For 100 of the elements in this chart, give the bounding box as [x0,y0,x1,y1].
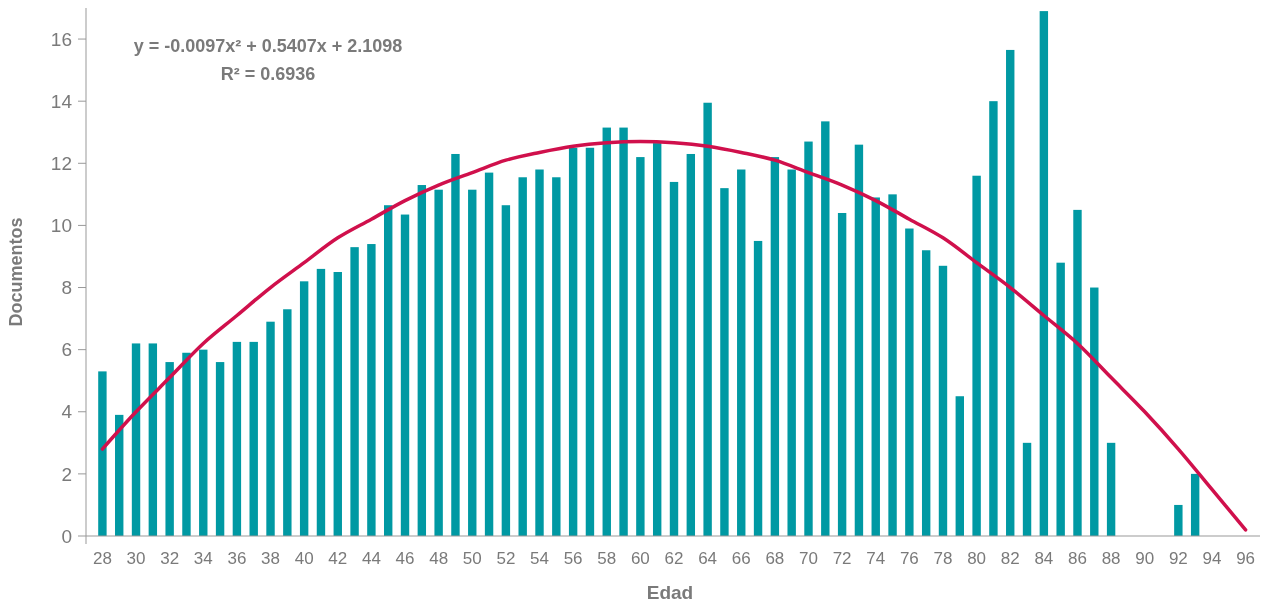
x-tick-label: 34 [193,549,213,568]
bar [989,101,998,536]
bar [518,177,527,536]
x-tick-label: 62 [664,549,684,568]
bar [451,153,460,536]
bar [316,268,326,536]
x-tick-label: 90 [1135,549,1155,568]
bar [131,343,141,536]
x-tick-label: 80 [967,549,987,568]
x-axis-title: Edad [646,582,694,603]
x-tick-label: 72 [832,549,852,568]
bar [299,281,309,536]
annotation: R² = 0.6936 [220,64,316,84]
bar [652,143,662,536]
bar [350,247,359,536]
x-tick-label: 70 [799,549,818,568]
bar [215,362,225,536]
x-tick-label: 58 [597,549,617,568]
y-tick-label: 4 [61,401,73,423]
bar [585,147,595,536]
bar [737,169,746,536]
bar [753,240,763,536]
bar [720,188,729,536]
bar [905,228,914,536]
line-series [100,139,1248,532]
bar [1090,287,1099,536]
bar [619,127,628,536]
x-tick-label: 46 [395,549,415,568]
bar [636,157,645,536]
bar [434,189,443,536]
x-tick-label: 86 [1068,549,1087,568]
bar [1039,11,1049,536]
bar [821,121,830,536]
bar [182,352,191,536]
bar [568,147,578,536]
y-tick-label: 2 [61,463,72,485]
bar [1006,49,1015,536]
x-tick-label: 28 [92,549,112,568]
bar [1174,504,1183,536]
bar [804,141,813,536]
x-tick-label: 96 [1236,549,1256,568]
bar [417,185,427,536]
bar [703,102,712,536]
bar [384,205,393,536]
bar [148,343,158,536]
y-tick-label: 14 [50,90,73,112]
bar [921,250,931,536]
bar [972,175,981,536]
bar [249,341,258,536]
x-tick-label: 48 [429,549,449,568]
x-tick-label: 56 [563,549,583,568]
x-tick-label: 30 [126,549,146,568]
x-tick-label: 38 [261,549,280,568]
y-tick-label: 12 [50,152,72,174]
x-tick-label: 40 [294,549,314,568]
bar [333,272,342,536]
x-tick-label: 78 [933,549,953,568]
bar [484,172,494,536]
bar [552,177,561,536]
x-tick-label: 66 [731,549,751,568]
x-tick-label: 50 [462,549,482,568]
bar [501,205,511,536]
bar [367,244,376,536]
bar [115,414,124,536]
y-tick-label: 0 [61,525,72,547]
bar [468,189,477,536]
x-tick-label: 36 [227,549,247,568]
x-tick-label: 52 [496,549,516,568]
x-tick-label: 68 [765,549,785,568]
bar [787,169,796,536]
y-tick-label: 16 [50,28,72,50]
y-axis-title: Documentos [6,217,26,327]
bar [1190,473,1200,536]
bar [938,265,948,536]
bar [266,321,275,536]
x-tick-label: 84 [1034,549,1054,568]
bar [837,212,847,536]
y-tick-label: 8 [61,277,72,299]
bar [686,153,696,536]
x-tick-label: 82 [1000,549,1020,568]
x-tick-label: 44 [361,549,381,568]
bar [165,362,174,536]
bar [770,157,780,536]
bar [1073,209,1082,536]
x-tick-label: 64 [698,549,718,568]
x-tick-label: 92 [1168,549,1188,568]
x-tick-label: 74 [866,549,886,568]
bar [602,127,611,536]
x-tick-label: 88 [1101,549,1121,568]
bar [283,309,292,536]
bar [1056,262,1065,536]
bar [854,144,864,536]
bar [888,194,897,536]
bar [535,169,544,536]
y-tick-label: 10 [50,215,72,237]
bar [232,341,242,536]
bar [1106,442,1116,536]
x-tick-label: 32 [160,549,180,568]
bar [871,197,880,536]
x-tick-label: 60 [630,549,650,568]
